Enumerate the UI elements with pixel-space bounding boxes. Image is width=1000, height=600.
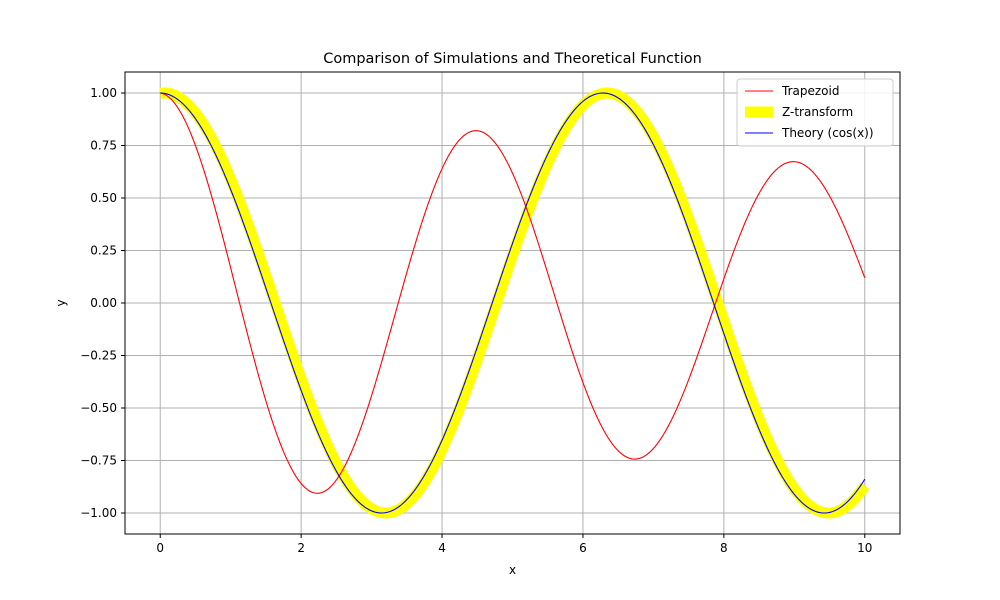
series-line-theory-cos-x bbox=[160, 92, 866, 514]
x-tick-label: 6 bbox=[579, 541, 587, 555]
series-line-z-transform bbox=[156, 87, 870, 519]
y-tick-label: −0.50 bbox=[80, 401, 117, 415]
ticks: 0 2 4 6 8 10 −1.00 −0.75 −0.50 −0.25 0.00 0.25 0.50 0… bbox=[80, 86, 872, 555]
y-axis-label: y bbox=[54, 299, 68, 306]
series-line-trapezoid bbox=[160, 92, 866, 494]
x-tick-label: 8 bbox=[720, 541, 728, 555]
x-axis-label: x bbox=[509, 563, 516, 577]
y-tick-label: 1.00 bbox=[90, 86, 117, 100]
y-tick-label: −0.75 bbox=[80, 454, 117, 468]
x-tick-label: 10 bbox=[857, 541, 872, 555]
legend-label: Trapezoid bbox=[781, 84, 839, 98]
y-tick-label: 0.50 bbox=[90, 191, 117, 205]
legend-box bbox=[736, 78, 894, 147]
series-layer bbox=[156, 87, 870, 519]
grid bbox=[125, 72, 900, 534]
legend-label: Z-transform bbox=[782, 105, 853, 119]
legend: Trapezoid Z-transform Theory (cos(x)) bbox=[736, 78, 894, 147]
legend-label: Theory (cos(x)) bbox=[781, 126, 874, 140]
y-tick-label: 0.75 bbox=[90, 139, 117, 153]
x-tick-label: 2 bbox=[297, 541, 305, 555]
chart-title: Comparison of Simulations and Theoretica… bbox=[323, 51, 702, 67]
y-tick-label: −1.00 bbox=[80, 506, 117, 520]
x-tick-label: 0 bbox=[156, 541, 164, 555]
x-tick-label: 4 bbox=[438, 541, 446, 555]
y-tick-label: 0.25 bbox=[90, 244, 117, 258]
y-tick-label: −0.25 bbox=[80, 349, 117, 363]
y-tick-label: 0.00 bbox=[90, 296, 117, 310]
